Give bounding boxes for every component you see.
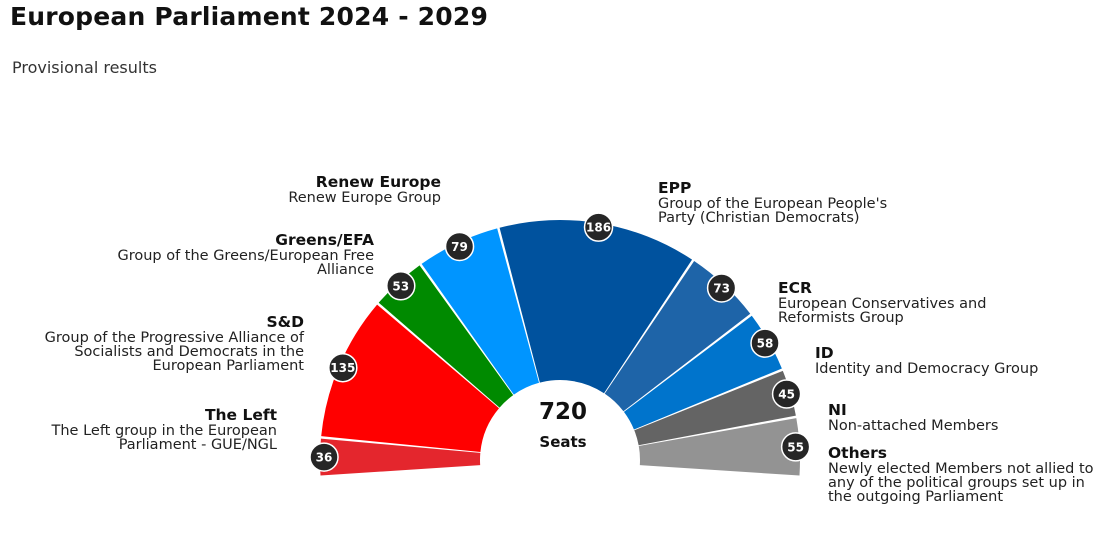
wedge-greens [378,265,514,408]
label-id: ID Identity and Democracy Group [815,344,1038,376]
label-description: Identity and Democracy Group [815,361,1039,377]
label-description: The Left group in the European Parliamen… [51,423,278,453]
label-name: Others [828,444,888,462]
label-name: NI [828,401,847,419]
label-name: S&D [266,313,304,331]
label-others: Others Newly elected Members not allied … [828,444,1096,504]
badge-ni: 45 [771,379,802,409]
label-left: The Left The Left group in the European … [27,406,278,453]
badge-circle [386,271,416,301]
wedge-others [638,418,801,476]
badge-sd: 135 [328,352,358,383]
wedge-renew [421,228,540,395]
label-description: Newly elected Members not allied to any … [828,461,1094,505]
badge-circle [328,352,358,383]
label-ni: NI Non-attached Members [828,401,998,433]
badge-greens: 53 [386,271,416,301]
wedge-ni [634,370,796,446]
badge-circle [771,379,802,409]
label-name: The Left [204,406,277,424]
badge-circle [750,328,780,358]
chart-title: European Parliament 2024 - 2029 [10,2,489,31]
label-description: Group of the Greens/European Free Allian… [117,248,374,278]
badge-circle [444,231,475,262]
label-description: Non-attached Members [828,418,999,434]
label-name: EPP [658,179,692,197]
total-seats-value: 720 [539,399,587,425]
badge-circle [780,432,811,462]
wedge-sd [321,304,500,453]
label-description: Renew Europe Group [288,190,441,206]
badge-circle [706,273,737,303]
wedge-left [319,438,481,476]
badge-circle [309,442,339,472]
badge-value: 73 [713,282,730,296]
label-greens: Greens/EFA Group of the Greens/European … [84,231,374,277]
badge-value: 79 [451,240,468,254]
label-name: Renew Europe [315,173,441,191]
badge-circle [583,212,614,242]
label-description: Group of the European People's Party (Ch… [658,196,888,226]
badge-renew: 79 [444,231,475,262]
label-description: Group of the Progressive Alliance of Soc… [44,330,304,374]
label-name: ID [815,344,834,362]
seat-count-badges: 55 45 58 73 186 79 53 135 36 [309,212,811,472]
label-description: European Conservatives and Reformists Gr… [778,296,987,326]
badge-left: 36 [309,442,339,472]
badge-value: 55 [787,440,804,454]
label-sd: S&D Group of the Progressive Alliance of… [34,313,304,373]
badge-value: 36 [316,451,333,465]
badge-ecr: 73 [706,273,737,303]
label-renew: Renew Europe Renew Europe Group [288,173,441,205]
chart-subtitle: Provisional results [12,58,157,77]
seat-wedges [319,219,801,476]
badge-value: 135 [330,361,355,375]
label-name: Greens/EFA [275,231,374,249]
badge-value: 58 [757,337,774,351]
badge-value: 53 [392,279,409,293]
badge-others: 55 [780,432,811,462]
badge-value: 45 [778,388,795,402]
badge-value: 186 [586,221,611,235]
wedge-epp [499,219,693,394]
label-epp: EPP Group of the European People's Party… [658,179,908,225]
badge-id: 58 [750,328,780,358]
badge-epp: 186 [583,212,614,242]
label-name: ECR [778,279,812,297]
wedge-id [623,315,782,430]
label-ecr: ECR European Conservatives and Reformist… [778,279,1014,325]
total-seats-label: Seats [539,433,586,451]
